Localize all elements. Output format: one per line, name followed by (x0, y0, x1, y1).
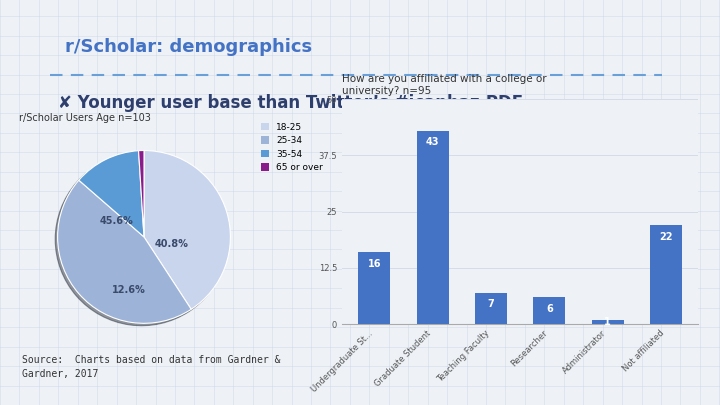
Wedge shape (138, 151, 144, 237)
Bar (534, 297, 565, 324)
Text: r/Scholar: demographics: r/Scholar: demographics (65, 38, 312, 55)
Text: How are you affiliated with a college or
university? n=95: How are you affiliated with a college or… (342, 74, 546, 96)
Text: r/Scholar Users Age n=103: r/Scholar Users Age n=103 (19, 113, 150, 123)
Text: 22: 22 (660, 232, 673, 242)
Text: Source:  Charts based on data from Gardner &
Gardner, 2017: Source: Charts based on data from Gardne… (22, 356, 280, 379)
Bar (417, 131, 449, 324)
Text: 1: 1 (604, 317, 611, 327)
Wedge shape (78, 151, 144, 237)
Text: 12.6%: 12.6% (112, 286, 145, 296)
Bar (475, 292, 507, 324)
Text: 6: 6 (546, 304, 553, 314)
Legend: 18-25, 25-34, 35-54, 65 or over: 18-25, 25-34, 35-54, 65 or over (261, 123, 323, 172)
Bar (359, 252, 390, 324)
Text: 40.8%: 40.8% (155, 239, 189, 249)
Text: 7: 7 (487, 299, 495, 309)
Text: 45.6%: 45.6% (99, 216, 133, 226)
Bar (592, 320, 624, 324)
Bar (650, 225, 683, 324)
Wedge shape (58, 180, 192, 323)
Text: ✘ Younger user base than Twitter’s #icanhaz.PDF: ✘ Younger user base than Twitter’s #ican… (58, 94, 523, 112)
Text: 43: 43 (426, 137, 439, 147)
Text: 16: 16 (367, 259, 381, 269)
Wedge shape (144, 151, 230, 309)
